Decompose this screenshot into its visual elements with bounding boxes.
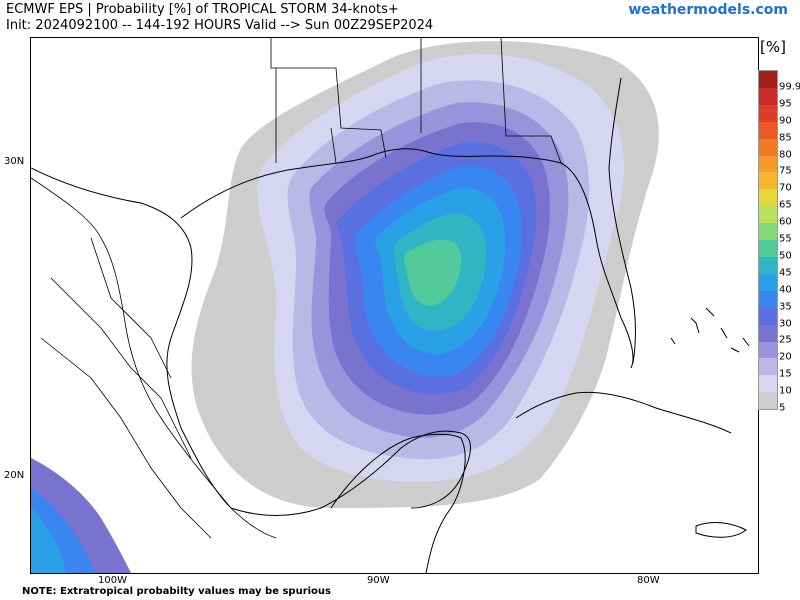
colorbar-tick-label: 50 [779,250,792,262]
colorbar-tick-label: 70 [779,182,792,194]
colorbar-tick-label: 25 [779,334,792,346]
brand-logo-text: weathermodels.com [628,2,788,18]
mexico-outline [31,177,277,539]
colorbar-tick-label: 60 [779,216,792,228]
colorbar-segment [759,71,777,88]
colorbar-segment [759,273,777,291]
us-coast-north [180,148,634,369]
colorbar-segment [759,375,777,393]
legend-unit: [%] [760,38,786,56]
colorbar-tick-label: 35 [779,301,792,313]
lat-label-20n: 20N [4,470,25,481]
lon-label-90w: 90W [367,575,390,586]
us-state-lines [270,38,562,164]
colorbar-tick-label: 15 [779,368,792,380]
colorbar-tick-label: 55 [779,233,792,245]
title-line-1: ECMWF EPS | Probability [%] of TROPICAL … [6,2,399,17]
colorbar-tick-label: 95 [779,98,792,110]
yucatan-outline [330,433,466,573]
title-line-2: Init: 2024092100 -- 144-192 HOURS Valid … [6,18,434,33]
colorbar-segment [759,223,777,241]
colorbar-segment [759,121,777,139]
colorbar-segment [759,155,777,173]
colorbar-tick-label: 80 [779,149,792,160]
footer-note: NOTE: Extratropical probabilty values ma… [22,586,331,597]
probability-map [30,37,759,574]
lat-label-30n: 30N [4,156,25,167]
colorbar-segment [759,138,777,156]
colorbar-tick-label: 65 [779,199,792,211]
legend-colorbar [758,70,778,410]
colorbar-segment [759,324,777,342]
colorbar-tick-label: 5 [779,402,786,414]
colorbar-segment [759,307,777,325]
colorbar-segment [759,240,777,257]
colorbar-tick-label: 90 [779,115,792,127]
colorbar-segment [759,358,777,376]
colorbar-tick-label: 40 [779,284,792,296]
colorbar-tick-label: 30 [779,318,792,329]
lon-label-100w: 100W [98,575,127,586]
colorbar-tick-label: 99.9 [779,81,800,93]
colorbar-segment [759,392,777,410]
chart-title: ECMWF EPS | Probability [%] of TROPICAL … [6,2,433,34]
prob-contour-50 [404,239,462,306]
colorbar-tick-label: 10 [779,385,792,397]
colorbar-segment [759,256,777,274]
colorbar-segment [759,87,777,105]
lon-label-80w: 80W [637,575,660,586]
cuba-outline [515,391,732,434]
colorbar-tick-label: 20 [779,351,792,363]
colorbar-segment [759,189,777,207]
colorbar-segment [759,290,777,308]
florida-east [608,77,636,364]
colorbar-tick-label: 75 [779,165,792,177]
colorbar-segment [759,172,777,190]
bahamas-islands [670,307,750,353]
colorbar-segment [759,341,777,359]
colorbar-tick-label: 45 [779,267,792,279]
jamaica-outline [695,522,747,538]
pacific-contour-core [31,508,66,573]
map-svg [31,38,750,573]
colorbar-segment [759,206,777,224]
colorbar-segment [759,104,777,122]
colorbar-tick-label: 85 [779,132,792,144]
legend-labels: 99.9 95 90 85 80 75 70 65 60 55 50 45 40 35 30 25 20 15 10… [779,70,800,413]
